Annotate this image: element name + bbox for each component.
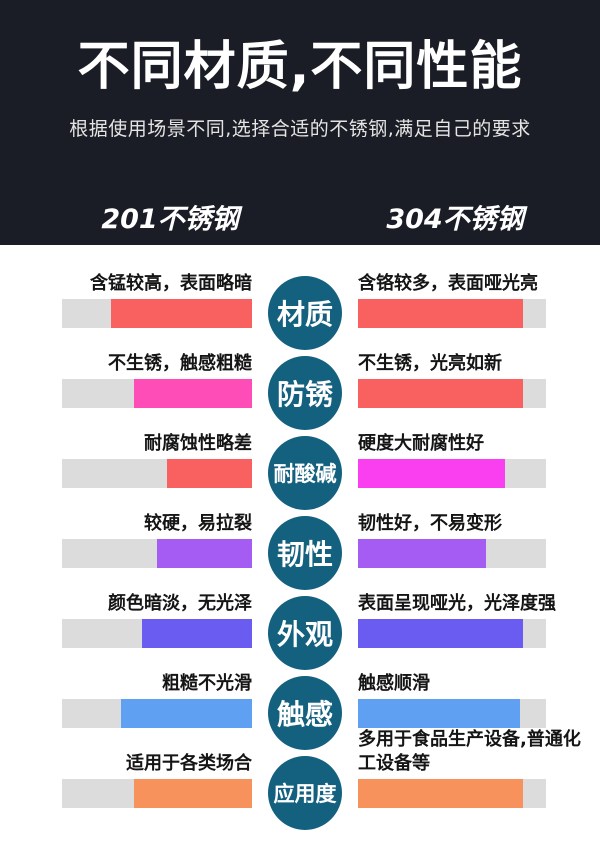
category-cell: 材质 [252, 248, 358, 350]
left-cell: 颜色暗淡，无光泽 [0, 592, 252, 648]
category-cell: 耐酸碱 [252, 408, 358, 510]
left-bar-track [62, 459, 252, 488]
right-bar-track [358, 699, 546, 728]
left-label: 耐腐蚀性略差 [144, 432, 252, 454]
right-bar-track [358, 459, 546, 488]
left-label: 较硬，易拉裂 [144, 512, 252, 534]
right-label: 含铬较多，表面哑光亮 [358, 272, 538, 294]
right-bar-fill [358, 699, 520, 728]
category-circle: 防锈 [268, 356, 342, 430]
comparison-row-toughness: 较硬，易拉裂 韧性 韧性好，不易变形 [0, 488, 600, 590]
right-cell: 含铬较多，表面哑光亮 [358, 272, 600, 328]
category-cell: 防锈 [252, 328, 358, 430]
column-header-304: 304不锈钢 [386, 204, 524, 235]
right-label: 硬度大耐腐性好 [358, 432, 484, 454]
page-subtitle: 根据使用场景不同,选择合适的不锈钢,满足自己的要求 [69, 117, 531, 140]
left-bar-track [62, 539, 252, 568]
left-bar-fill [111, 299, 252, 328]
left-bar-fill [120, 699, 252, 728]
left-bar-fill [134, 379, 252, 408]
left-label: 适用于各类场合 [126, 752, 252, 774]
category-circle: 触感 [268, 676, 342, 750]
comparison-row-touch: 粗糙不光滑 触感 触感顺滑 [0, 648, 600, 750]
right-cell: 表面呈现哑光，光泽度强 [358, 592, 600, 648]
right-label: 触感顺滑 [358, 672, 430, 694]
left-bar-fill [166, 459, 252, 488]
page-title: 不同材质,不同性能 [77, 37, 523, 97]
category-cell: 外观 [252, 568, 358, 670]
right-cell: 韧性好，不易变形 [358, 512, 600, 568]
left-bar-track [62, 379, 252, 408]
right-bar-fill [358, 539, 486, 568]
right-label: 多用于食品生产设备,普通化工设备等 [358, 729, 581, 774]
left-label: 颜色暗淡，无光泽 [108, 592, 252, 614]
right-bar-fill [358, 619, 524, 648]
left-cell: 较硬，易拉裂 [0, 512, 252, 568]
left-cell: 含锰较高，表面略暗 [0, 272, 252, 328]
left-bar-track [62, 699, 252, 728]
column-header-201: 201不锈钢 [101, 204, 239, 235]
left-cell: 不生锈，触感粗糙 [0, 352, 252, 408]
right-bar-track [358, 379, 546, 408]
left-bar-fill [141, 619, 252, 648]
left-cell: 耐腐蚀性略差 [0, 432, 252, 488]
category-circle: 应用度 [268, 756, 342, 830]
right-bar-fill [358, 379, 524, 408]
right-bar-track [358, 539, 546, 568]
left-bar-track [62, 619, 252, 648]
left-bar-track [62, 779, 252, 808]
left-label: 不生锈，触感粗糙 [108, 352, 252, 374]
right-bar-fill [358, 779, 524, 808]
left-cell: 粗糙不光滑 [0, 672, 252, 728]
left-bar-track [62, 299, 252, 328]
left-label: 含锰较高，表面略暗 [90, 272, 252, 294]
left-cell: 适用于各类场合 [0, 752, 252, 808]
comparison-row-acid-alkali: 耐腐蚀性略差 耐酸碱 硬度大耐腐性好 [0, 408, 600, 510]
left-label: 粗糙不光滑 [162, 672, 252, 694]
category-circle: 韧性 [268, 516, 342, 590]
right-cell: 硬度大耐腐性好 [358, 432, 600, 488]
header-banner: 不同材质,不同性能 根据使用场景不同,选择合适的不锈钢,满足自己的要求 201不… [0, 0, 600, 245]
category-circle: 材质 [268, 276, 342, 350]
category-circle: 耐酸碱 [268, 436, 342, 510]
category-cell: 应用度 [252, 728, 358, 830]
right-cell: 触感顺滑 [358, 672, 600, 728]
right-bar-track [358, 779, 546, 808]
right-label: 不生锈，光亮如新 [358, 352, 502, 374]
left-bar-fill [134, 779, 252, 808]
comparison-row-appearance: 颜色暗淡，无光泽 外观 表面呈现哑光，光泽度强 [0, 568, 600, 670]
category-circle: 外观 [268, 596, 342, 670]
right-label: 表面呈现哑光，光泽度强 [358, 592, 556, 614]
left-bar-fill [157, 539, 252, 568]
right-cell: 多用于食品生产设备,普通化工设备等 [358, 728, 600, 808]
category-cell: 韧性 [252, 488, 358, 590]
comparison-rows: 含锰较高，表面略暗 材质 含铬较多，表面哑光亮 不生锈，触感粗糙 防锈 不生锈，… [0, 245, 600, 830]
right-bar-fill [358, 459, 505, 488]
right-cell: 不生锈，光亮如新 [358, 352, 600, 408]
comparison-row-material: 含锰较高，表面略暗 材质 含铬较多，表面哑光亮 [0, 248, 600, 350]
right-bar-track [358, 299, 546, 328]
right-bar-fill [358, 299, 524, 328]
right-label: 韧性好，不易变形 [358, 512, 502, 534]
comparison-row-rustproof: 不生锈，触感粗糙 防锈 不生锈，光亮如新 [0, 328, 600, 430]
comparison-row-application: 适用于各类场合 应用度 多用于食品生产设备,普通化工设备等 [0, 728, 600, 830]
category-cell: 触感 [252, 648, 358, 750]
right-bar-track [358, 619, 546, 648]
